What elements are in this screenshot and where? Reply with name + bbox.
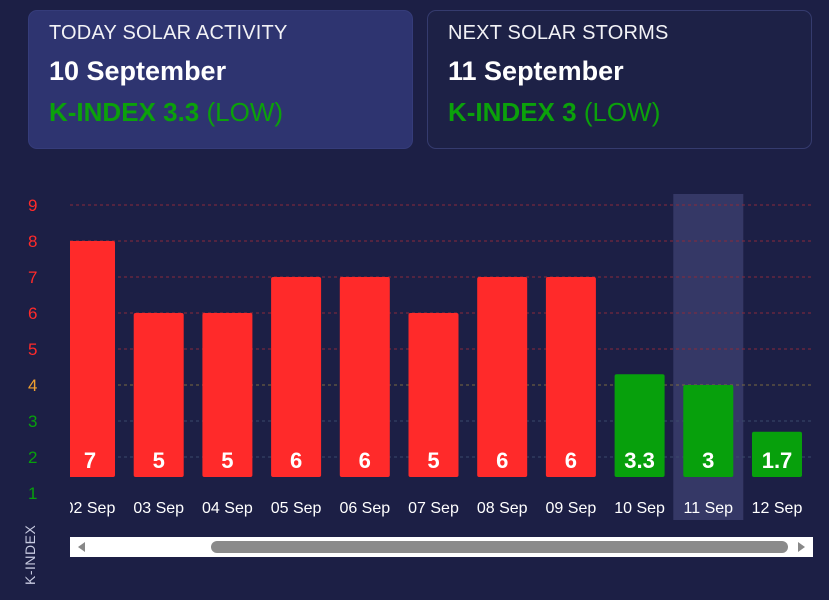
next-kindex: K-INDEX 3 bbox=[448, 97, 577, 127]
right-arrow-icon[interactable] bbox=[798, 542, 805, 552]
bar[interactable] bbox=[545, 277, 596, 477]
bar[interactable] bbox=[65, 241, 115, 477]
bar-value-label: 5 bbox=[427, 448, 439, 473]
next-level: (LOW) bbox=[583, 97, 661, 127]
highlight-band bbox=[673, 194, 744, 520]
bar-value-label: 5 bbox=[153, 448, 165, 473]
x-tick-label: 03 Sep bbox=[133, 500, 184, 517]
x-tick-label: 11 Sep bbox=[684, 500, 734, 517]
next-storms-card: NEXT SOLAR STORMS 11 September K-INDEX 3… bbox=[427, 10, 812, 149]
bar-value-label: 6 bbox=[359, 448, 371, 473]
y-tick-label: 8 bbox=[28, 232, 37, 251]
y-tick-label: 6 bbox=[28, 304, 37, 323]
y-tick-label: 5 bbox=[28, 340, 37, 359]
chart-scrollbar[interactable] bbox=[70, 537, 813, 557]
scrollbar-thumb[interactable] bbox=[211, 541, 788, 553]
x-tick-label: 06 Sep bbox=[339, 500, 390, 517]
x-tick-label: 12 Sep bbox=[752, 500, 803, 517]
bar[interactable] bbox=[408, 313, 459, 477]
next-label: NEXT SOLAR STORMS bbox=[448, 22, 669, 44]
today-kindex-line: K-INDEX 3.3 (LOW) bbox=[49, 97, 392, 128]
bar[interactable] bbox=[752, 431, 802, 477]
today-level: (LOW) bbox=[206, 97, 284, 127]
bar[interactable] bbox=[271, 277, 322, 477]
bar-value-label: 7 bbox=[84, 448, 96, 473]
bar[interactable] bbox=[339, 277, 390, 477]
today-kindex: K-INDEX 3.3 bbox=[49, 97, 200, 127]
bar[interactable] bbox=[202, 313, 253, 477]
left-arrow-icon[interactable] bbox=[78, 542, 85, 552]
bar[interactable] bbox=[477, 277, 528, 477]
bar[interactable] bbox=[683, 385, 734, 477]
x-tick-label: 10 Sep bbox=[614, 500, 665, 517]
next-kindex-line: K-INDEX 3 (LOW) bbox=[448, 97, 791, 128]
y-tick-label: 3 bbox=[28, 412, 37, 431]
bar-value-label: 6 bbox=[290, 448, 302, 473]
kindex-chart: 1 2 3 4 5 6 7 8 9 7 02 Sep 5 03 Sep 5 04 Sep 6 05 Sep 6 06… bbox=[28, 194, 812, 520]
today-label: TODAY SOLAR ACTIVITY bbox=[49, 22, 288, 44]
y-tick-label: 9 bbox=[28, 196, 37, 215]
next-date: 11 September bbox=[448, 56, 624, 86]
bar-value-label: 6 bbox=[496, 448, 508, 473]
bar-value-label: 5 bbox=[221, 448, 233, 473]
y-tick-label: 7 bbox=[28, 268, 37, 287]
bar[interactable] bbox=[614, 374, 665, 477]
y-tick-label: 2 bbox=[28, 448, 37, 467]
today-activity-card: TODAY SOLAR ACTIVITY 10 September K-INDE… bbox=[28, 10, 413, 149]
bar-value-label: 6 bbox=[565, 448, 577, 473]
y-tick-label: 1 bbox=[28, 484, 37, 503]
y-axis-title: K-INDEX bbox=[22, 524, 38, 585]
x-tick-label: 07 Sep bbox=[408, 500, 459, 517]
bar[interactable] bbox=[133, 313, 184, 477]
bar-value-label: 3.3 bbox=[624, 448, 655, 473]
x-tick-label: 02 Sep bbox=[65, 500, 116, 517]
x-tick-label: 09 Sep bbox=[546, 500, 597, 517]
x-tick-label: 08 Sep bbox=[477, 500, 528, 517]
y-tick-label: 4 bbox=[28, 376, 37, 395]
bar-value-label: 1.7 bbox=[762, 448, 793, 473]
x-tick-label: 05 Sep bbox=[271, 500, 322, 517]
x-tick-label: 04 Sep bbox=[202, 500, 253, 517]
bar-value-label: 3 bbox=[702, 448, 714, 473]
today-date: 10 September bbox=[49, 56, 227, 86]
